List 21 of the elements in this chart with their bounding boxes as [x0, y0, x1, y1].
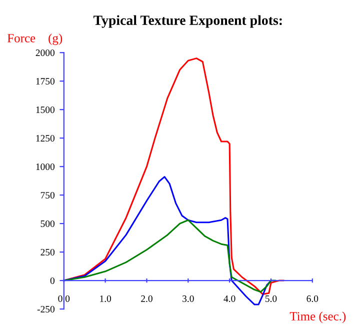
line-series	[64, 58, 284, 295]
x-tick-label: 3.0	[182, 295, 194, 302]
y-tick-label: -250	[37, 306, 54, 312]
x-tick-label: 6.0	[306, 295, 318, 302]
x-tick-label: 4.0	[224, 295, 236, 302]
y-tick-label: 500	[40, 220, 54, 228]
y-tick-label: 750	[40, 192, 54, 199]
line-series	[64, 219, 276, 293]
x-tick-label: 2.0	[141, 295, 152, 302]
chart-title: Typical Texture Exponent plots:	[93, 15, 282, 28]
x-axis-title: Time (sec.)	[290, 312, 346, 324]
y-tick-label: 1250	[36, 134, 54, 142]
y-tick-label: 2000	[36, 50, 54, 56]
x-tick-label: 1.0	[100, 295, 112, 302]
y-tick-label: 250	[40, 248, 54, 256]
x-tick-label: 5.0	[265, 295, 277, 302]
y-tick-label: 1750	[36, 78, 54, 85]
y-tick-label: 1500	[36, 106, 54, 114]
y-tick-label: 0	[50, 277, 54, 284]
y-axis-title: Force (g)	[7, 34, 62, 45]
y-tick-label: 1000	[36, 163, 54, 170]
